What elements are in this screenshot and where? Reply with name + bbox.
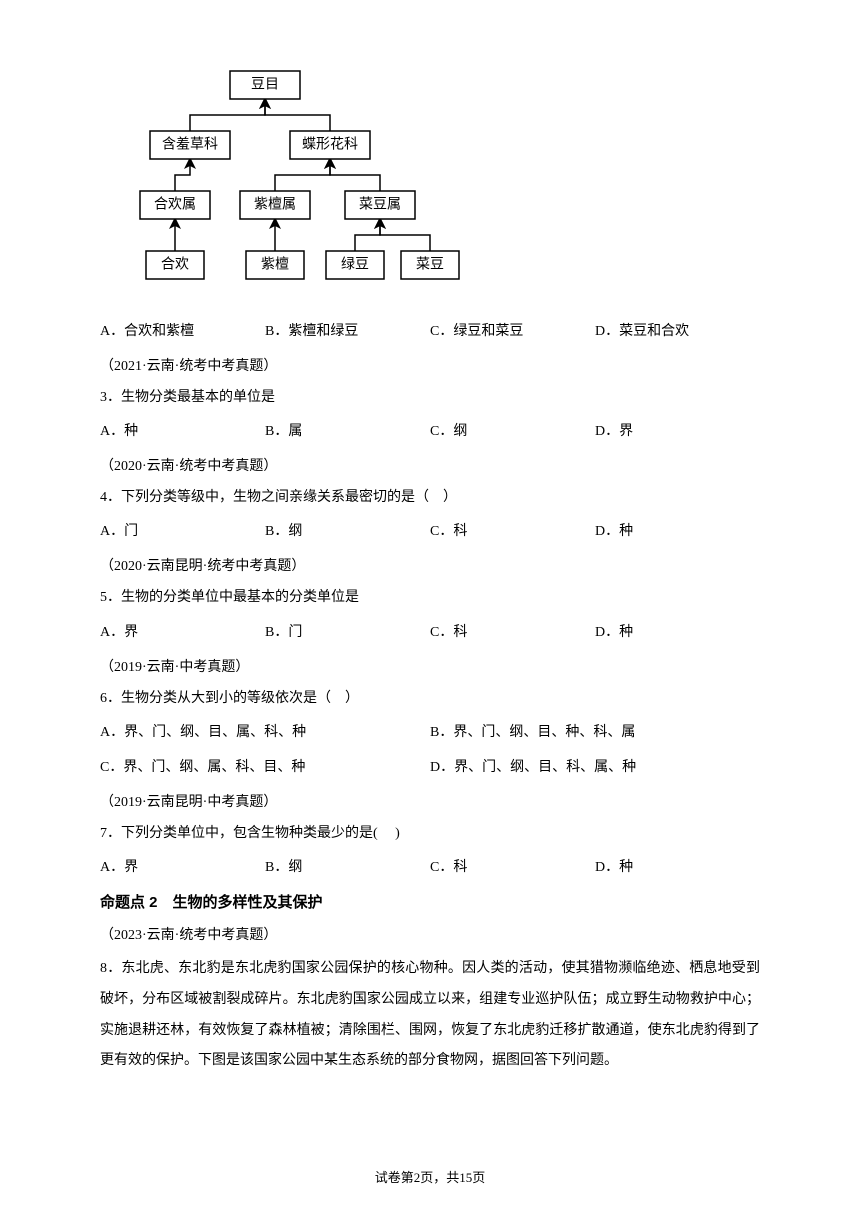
q3-text: 3．生物分类最基本的单位是 <box>100 385 760 410</box>
diagram-svg: 豆目含羞草科 蝶形花科合欢属 紫檀属 菜豆属合欢 紫檀 绿豆 菜豆 <box>120 60 490 295</box>
taxonomy-diagram: 豆目含羞草科 蝶形花科合欢属 紫檀属 菜豆属合欢 紫檀 绿豆 菜豆 <box>120 60 760 295</box>
q4-opt-c: C．科 <box>430 520 595 540</box>
diagram-label-zitan: 紫檀 <box>261 256 289 273</box>
diagram-edge <box>175 163 190 191</box>
q2-opt-d: D．菜豆和合欢 <box>595 320 760 340</box>
q4-source: （2020·云南·统考中考真题） <box>100 455 760 475</box>
diagram-edge <box>275 163 330 191</box>
q6-opt-c: C．界、门、纲、属、科、目、种 <box>100 756 430 776</box>
q6-source: （2019·云南·中考真题） <box>100 656 760 676</box>
q7-opt-c: C．科 <box>430 856 595 876</box>
diagram-label-lvdou: 绿豆 <box>341 257 369 273</box>
q5-opt-c: C．科 <box>430 621 595 641</box>
diagram-label-doumu: 豆目 <box>251 78 279 93</box>
q3-options: A．种 B．属 C．纲 D．界 <box>100 420 760 440</box>
q3-opt-d: D．界 <box>595 420 760 440</box>
page-footer: 试卷第2页，共15页 <box>0 1167 860 1186</box>
q5-opt-b: B．门 <box>265 621 430 641</box>
q7-opt-b: B．纲 <box>265 856 430 876</box>
q4-text: 4．下列分类等级中，生物之间亲缘关系最密切的是（ ） <box>100 485 760 510</box>
q7-source: （2019·云南昆明·中考真题） <box>100 791 760 811</box>
q8-source: （2023·云南·统考中考真题） <box>100 924 760 944</box>
q3-opt-b: B．属 <box>265 420 430 440</box>
q5-source: （2020·云南昆明·统考中考真题） <box>100 555 760 575</box>
diagram-label-caidoushu: 菜豆属 <box>359 197 401 213</box>
diagram-label-hanxiu: 含羞草科 <box>162 137 218 153</box>
q8-text: 8．东北虎、东北豹是东北虎豹国家公园保护的核心物种。因人类的活动，使其猎物濒临绝… <box>100 954 760 1077</box>
diagram-edge <box>265 103 330 131</box>
diagram-label-diexing: 蝶形花科 <box>302 137 358 153</box>
q4-opt-b: B．纲 <box>265 520 430 540</box>
q5-opt-d: D．种 <box>595 621 760 641</box>
diagram-label-zitanshu: 紫檀属 <box>254 196 296 213</box>
q2-options: A．合欢和紫檀 B．紫檀和绿豆 C．绿豆和菜豆 D．菜豆和合欢 <box>100 320 760 340</box>
q6-text: 6．生物分类从大到小的等级依次是（ ） <box>100 686 760 711</box>
diagram-label-hehuan: 合欢 <box>161 257 189 273</box>
q4-options: A．门 B．纲 C．科 D．种 <box>100 520 760 540</box>
q6-options-row1: A．界、门、纲、目、属、科、种 B．界、门、纲、目、种、科、属 <box>100 721 760 741</box>
diagram-edge <box>380 223 430 251</box>
q5-options: A．界 B．门 C．科 D．种 <box>100 621 760 641</box>
q3-opt-a: A．种 <box>100 420 265 440</box>
q3-source: （2021·云南·统考中考真题） <box>100 355 760 375</box>
diagram-edge <box>355 223 380 251</box>
q7-opt-a: A．界 <box>100 856 265 876</box>
q4-opt-d: D．种 <box>595 520 760 540</box>
q3-opt-c: C．纲 <box>430 420 595 440</box>
diagram-edge <box>330 163 380 191</box>
q6-options-row2: C．界、门、纲、属、科、目、种 D．界、门、纲、目、科、属、种 <box>100 756 760 776</box>
q6-opt-b: B．界、门、纲、目、种、科、属 <box>430 721 760 741</box>
q2-opt-b: B．紫檀和绿豆 <box>265 320 430 340</box>
section-2-title: 命题点 2 生物的多样性及其保护 <box>100 891 760 912</box>
q7-options: A．界 B．纲 C．科 D．种 <box>100 856 760 876</box>
q2-opt-c: C．绿豆和菜豆 <box>430 320 595 340</box>
q2-opt-a: A．合欢和紫檀 <box>100 320 265 340</box>
diagram-label-hehuanshu: 合欢属 <box>154 197 196 213</box>
q5-opt-a: A．界 <box>100 621 265 641</box>
q7-text: 7．下列分类单位中，包含生物种类最少的是( ) <box>100 821 760 846</box>
diagram-label-caidou: 菜豆 <box>416 257 444 273</box>
q5-text: 5．生物的分类单位中最基本的分类单位是 <box>100 585 760 610</box>
q4-opt-a: A．门 <box>100 520 265 540</box>
q6-opt-a: A．界、门、纲、目、属、科、种 <box>100 721 430 741</box>
q6-opt-d: D．界、门、纲、目、科、属、种 <box>430 756 760 776</box>
diagram-edge <box>190 103 265 131</box>
q7-opt-d: D．种 <box>595 856 760 876</box>
